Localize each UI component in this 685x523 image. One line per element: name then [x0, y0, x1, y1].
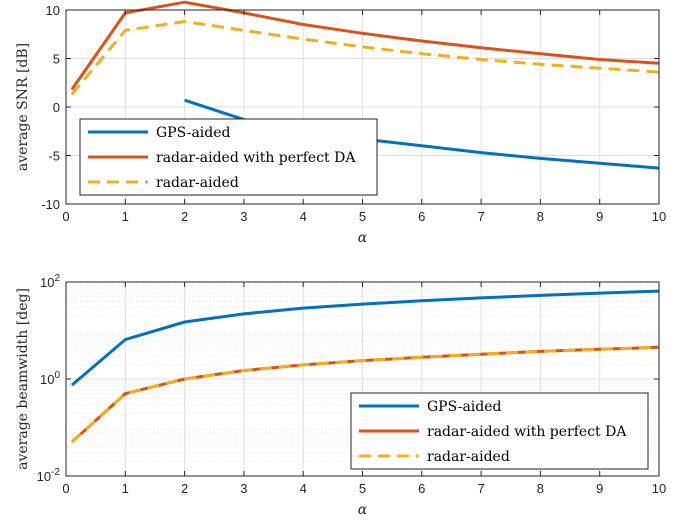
y-axis-label: average SNR [dB] [15, 43, 31, 171]
x-tick-label: 5 [359, 481, 366, 496]
x-tick-label: 7 [477, 209, 484, 224]
x-axis-label: α [358, 502, 368, 518]
chart-panel-2: 0 1 2 3 4 5 6 7 8 9 10 10-2 100 102 α average beamwidth… [15, 273, 666, 518]
legend-entry: radar-aided with perfect DA [156, 150, 356, 166]
legend-entry: radar-aided [427, 449, 510, 465]
legend: GPS-aided radar-aided with perfect DA rada… [351, 393, 648, 469]
y-tick-label: 10-2 [37, 467, 61, 484]
x-tick-label: 0 [62, 481, 69, 496]
y-tick-label: 102 [40, 273, 60, 290]
x-tick-label: 7 [477, 481, 484, 496]
x-axis-label: α [358, 230, 368, 246]
x-tick-label: 8 [537, 481, 544, 496]
y-tick-label: 100 [40, 370, 60, 387]
legend-entry: radar-aided with perfect DA [427, 424, 627, 440]
x-tick-label: 2 [181, 209, 188, 224]
y-tick-label: -10 [41, 197, 60, 212]
legend-entry: GPS-aided [427, 399, 502, 415]
x-tick-label: 10 [652, 481, 666, 496]
legend: GPS-aided radar-aided with perfect DA rada… [80, 119, 377, 195]
y-tick-label: -5 [48, 149, 60, 164]
x-tick-label: 4 [300, 481, 307, 496]
x-tick-label: 6 [418, 209, 425, 224]
x-tick-label: 9 [596, 481, 603, 496]
legend-entry: GPS-aided [156, 125, 231, 141]
x-tick-label: 0 [62, 209, 69, 224]
y-tick-label: 10 [46, 3, 60, 18]
x-tick-label: 1 [122, 209, 129, 224]
x-tick-label: 3 [240, 209, 247, 224]
legend-entry: radar-aided [156, 175, 239, 191]
y-axis-label: average beamwidth [deg] [15, 288, 31, 470]
x-tick-label: 9 [596, 209, 603, 224]
x-tick-label: 10 [652, 209, 666, 224]
x-tick-label: 1 [122, 481, 129, 496]
x-tick-label: 4 [300, 209, 307, 224]
x-tick-label: 8 [537, 209, 544, 224]
y-tick-label: 0 [53, 100, 60, 115]
x-tick-label: 2 [181, 481, 188, 496]
x-tick-label: 6 [418, 481, 425, 496]
chart-panel-1: 0 1 2 3 4 5 6 7 8 9 10 -10 -5 0 5 10 α average SNR [dB] GP… [15, 2, 666, 246]
y-tick-label: 5 [53, 52, 60, 67]
x-tick-label: 5 [359, 209, 366, 224]
x-tick-label: 3 [240, 481, 247, 496]
